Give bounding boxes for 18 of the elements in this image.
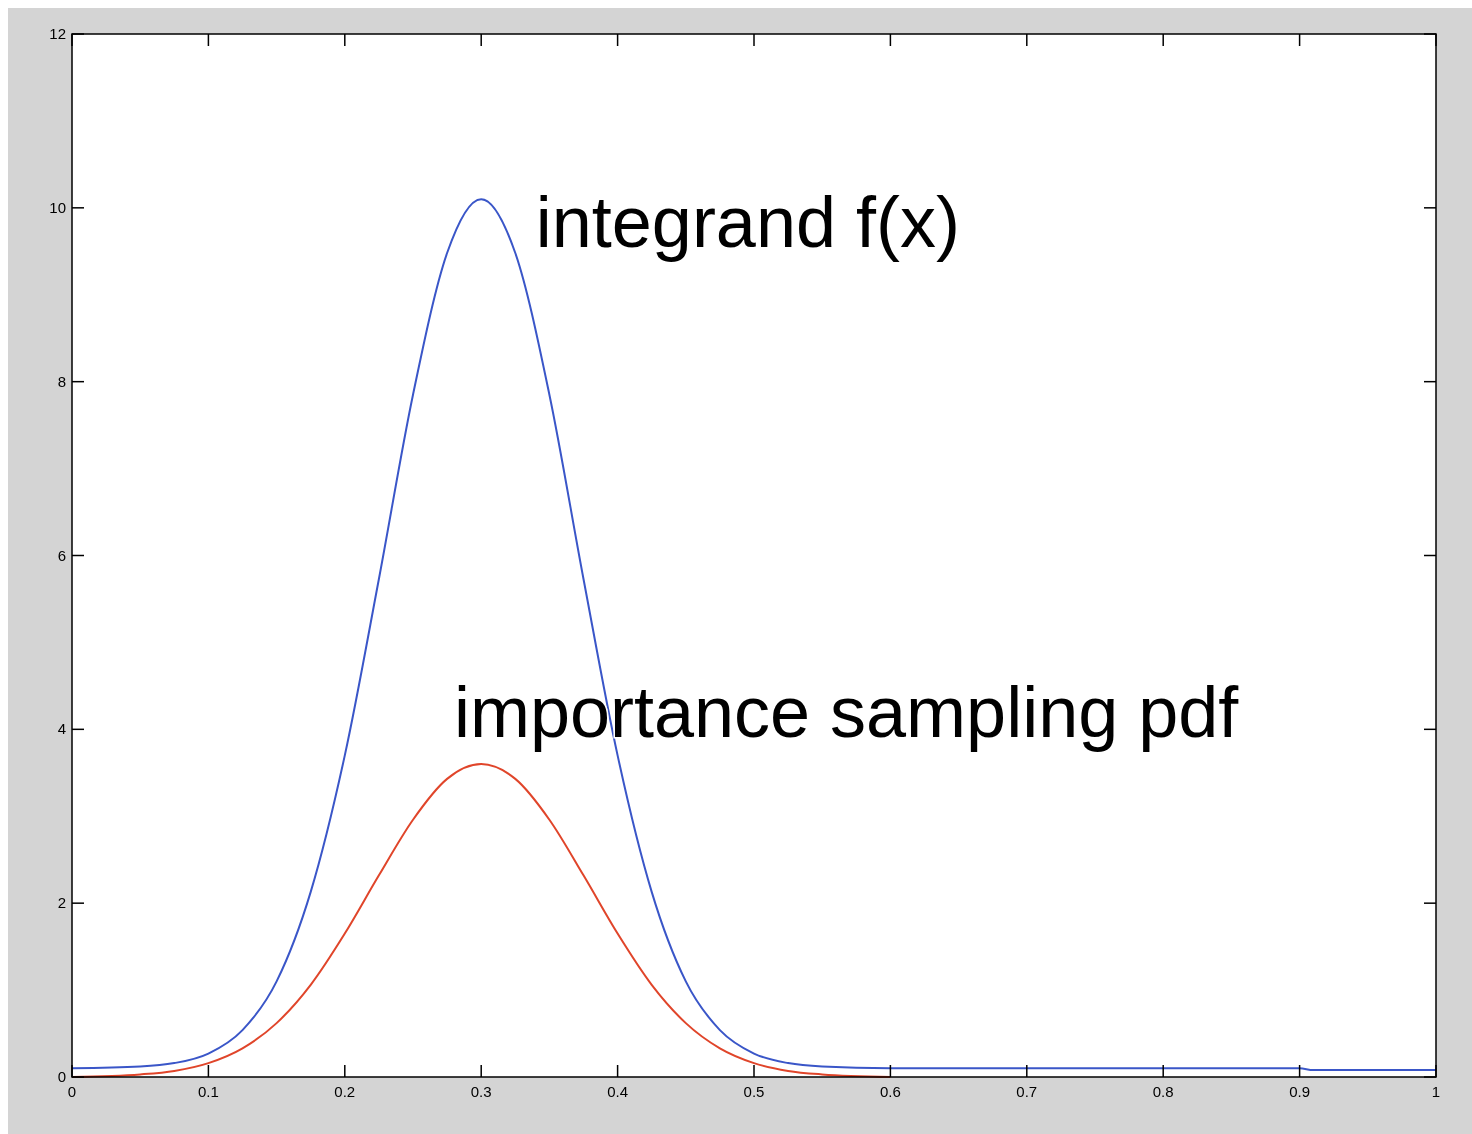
y-tick-label: 6 — [57, 546, 66, 564]
x-tick-label: 0.3 — [470, 1083, 492, 1100]
y-tick-label: 4 — [57, 720, 66, 738]
x-tick-label: 0.9 — [1289, 1083, 1311, 1100]
x-tick-label: 0.7 — [1016, 1083, 1038, 1100]
y-tick-label: 2 — [57, 894, 66, 912]
y-tick-label: 10 — [49, 198, 66, 216]
y-tick-label: 12 — [49, 25, 66, 42]
annotation: integrand f(x) — [535, 181, 960, 262]
x-tick-label: 0.5 — [743, 1083, 765, 1100]
x-tick-label: 0.6 — [879, 1083, 901, 1100]
y-tick-label: 0 — [57, 1068, 66, 1085]
x-tick-label: 0.4 — [607, 1083, 629, 1100]
x-tick-label: 0.2 — [334, 1083, 356, 1100]
y-tick-label: 8 — [57, 372, 66, 390]
x-tick-label: 0.8 — [1152, 1083, 1174, 1100]
x-tick-label: 1 — [1431, 1083, 1441, 1100]
x-tick-label: 0.1 — [197, 1083, 219, 1100]
